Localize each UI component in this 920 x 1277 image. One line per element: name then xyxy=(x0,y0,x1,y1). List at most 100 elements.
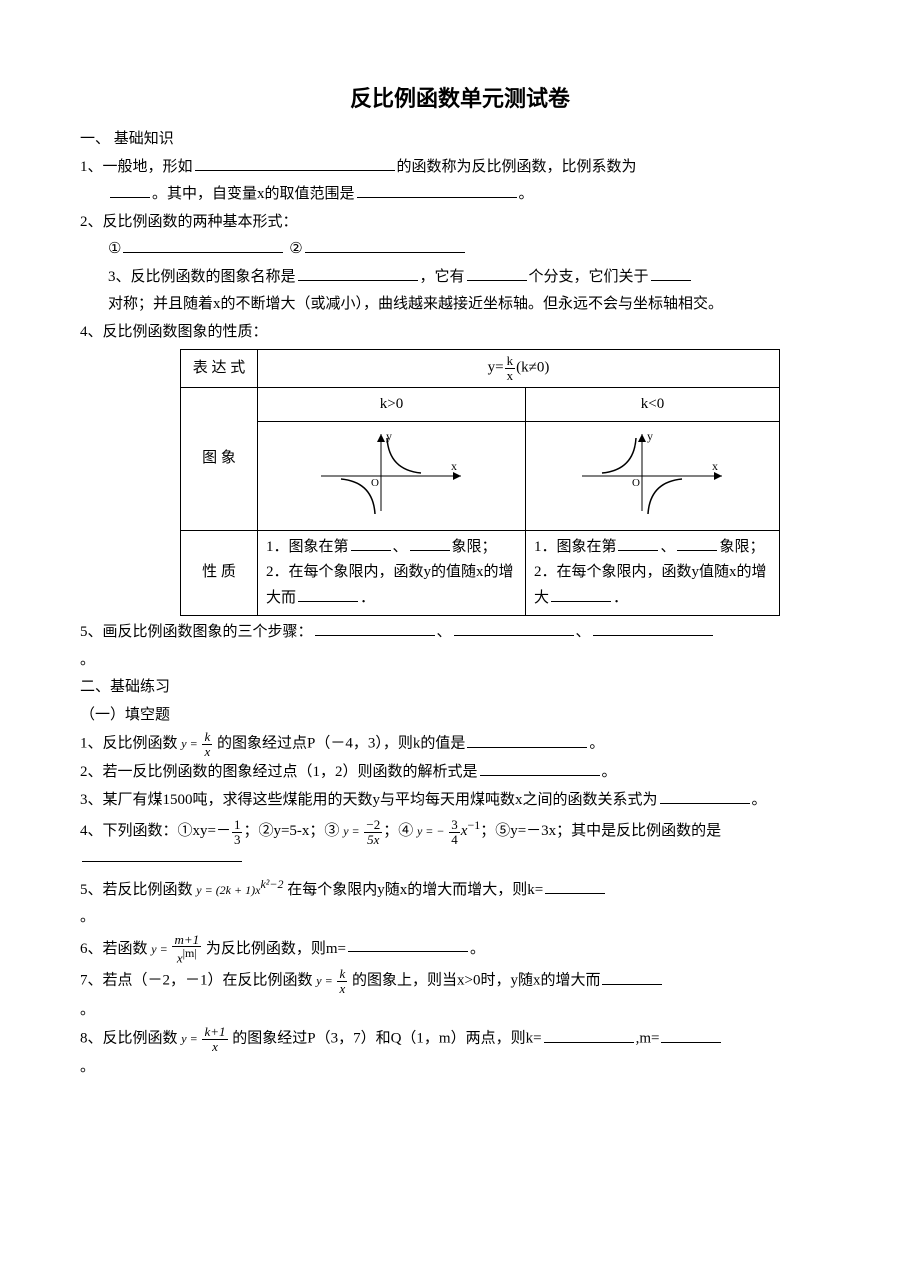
p2e: ． xyxy=(613,590,628,606)
ex8-a: 8、反比例函数 xyxy=(80,1031,181,1047)
ex4-exp1: −1 xyxy=(467,818,480,832)
q5-b: 、 xyxy=(437,624,452,640)
ex5-exp: k²−2 xyxy=(260,877,283,891)
q5-c: 、 xyxy=(576,624,591,640)
blank xyxy=(410,535,450,551)
cell-prop-kpos: 1．图象在第、象限； 2．在每个象限内，函数y的值随x的增大而． xyxy=(258,530,526,616)
ex7: 7、若点（－2，－1）在反比例函数 y = kx 的图象上，则当x>0时，y随x… xyxy=(80,967,840,995)
q2: 2、反比例函数的两种基本形式： xyxy=(80,210,840,236)
q5-end: 。 xyxy=(80,648,840,674)
blank xyxy=(195,155,395,171)
ex6-den: x|m| xyxy=(172,947,201,965)
ex1-a: 1、反比例函数 xyxy=(80,736,181,752)
ex6-num: m+1 xyxy=(172,933,201,948)
q1-cont: 。其中，自变量x的取值范围是。 xyxy=(80,182,840,208)
cell-kneg: k<0 xyxy=(525,387,779,422)
ex5: 5、若反比例函数 y = (2k + 1)xk²−2 在每个象限内y随x的增大而… xyxy=(80,874,840,904)
ex4-a: 4、下列函数：①xy=－ xyxy=(80,823,231,839)
expr-num: k xyxy=(505,354,516,369)
blank xyxy=(480,760,600,776)
p1a: 1．图象在第 xyxy=(266,539,349,555)
cell-prop-kneg: 1．图象在第、象限； 2．在每个象限内，函数y值随x的增大． xyxy=(525,530,779,616)
ex8-b: 的图象经过P（3，7）和Q（1，m）两点，则k= xyxy=(232,1031,541,1047)
ex1-den: x xyxy=(202,745,212,759)
q2-forms: ① ② xyxy=(80,237,840,263)
ex4-f2n: −2 xyxy=(364,818,382,833)
blank xyxy=(305,237,465,253)
q3-a: 3、反比例函数的图象名称是 xyxy=(108,269,296,285)
ex5-y: y = (2k + 1)x xyxy=(196,883,260,897)
ex6-y: y = xyxy=(151,941,167,955)
blank xyxy=(677,535,717,551)
ex5-end: 。 xyxy=(80,905,840,931)
p2c: 象限； xyxy=(719,539,764,555)
p1e: ． xyxy=(360,590,375,606)
cell-prop-label: 性 质 xyxy=(181,530,258,616)
section2-sub: （一）填空题 xyxy=(80,703,840,729)
q3: 3、反比例函数的图象名称是，它有个分支，它们关于 xyxy=(80,265,840,291)
ex8-den: x xyxy=(202,1040,227,1054)
blank xyxy=(661,1027,721,1043)
q3-c: 个分支，它们关于 xyxy=(529,269,649,285)
p1c: 象限； xyxy=(452,539,497,555)
ex2-b: 。 xyxy=(602,764,617,780)
ex4-f3d: 4 xyxy=(449,833,460,847)
ex8-end: 。 xyxy=(80,1055,840,1081)
blank xyxy=(544,1027,634,1043)
cell-expr: y=kx(k≠0) xyxy=(258,350,780,387)
p1b: 、 xyxy=(393,539,408,555)
ex4-f1d: 3 xyxy=(232,833,243,847)
cell-kpos: k>0 xyxy=(258,387,526,422)
x-axis-label: x xyxy=(451,459,457,473)
ex4-d: ；⑤y=－3x；其中是反比例函数的是 xyxy=(480,823,721,839)
doc-title: 反比例函数单元测试卷 xyxy=(80,80,840,117)
blank xyxy=(651,265,691,281)
expr-post: (k≠0) xyxy=(516,360,549,376)
blank xyxy=(298,586,358,602)
cell-expr-label: 表 达 式 xyxy=(181,350,258,387)
origin-label: O xyxy=(632,477,640,489)
blank xyxy=(348,936,468,952)
q5-a: 5、画反比例函数图象的三个步骤： xyxy=(80,624,313,640)
ex7-a: 7、若点（－2，－1）在反比例函数 xyxy=(80,973,316,989)
ex6: 6、若函数 y = m+1x|m| 为反比例函数，则m=。 xyxy=(80,933,840,966)
section2-heading: 二、基础练习 xyxy=(80,675,840,701)
blank xyxy=(545,878,605,894)
ex6-a: 6、若函数 xyxy=(80,940,151,956)
q1-text-a: 1、一般地，形如 xyxy=(80,159,193,175)
ex4-f2d: 5x xyxy=(364,833,382,847)
ex3-a: 3、某厂有煤1500吨，求得这些煤能用的天数y与平均每天用煤吨数x之间的函数关系… xyxy=(80,792,658,808)
blank xyxy=(123,237,283,253)
q1-text-b: 的函数称为反比例函数，比例系数为 xyxy=(397,159,637,175)
expr-den: x xyxy=(505,369,516,383)
blank xyxy=(351,535,391,551)
y-axis-label: y xyxy=(647,429,653,443)
ex4-c: ；④ xyxy=(383,823,417,839)
blank xyxy=(467,265,527,281)
ex1-c: 。 xyxy=(589,736,604,752)
ex1-num: k xyxy=(202,730,212,745)
ex4-f1n: 1 xyxy=(232,818,243,833)
q1-text-c: 。其中，自变量x的取值范围是 xyxy=(152,186,355,202)
ex8-c: ,m= xyxy=(636,1031,660,1047)
ex8: 8、反比例函数 y = k+1x 的图象经过P（3，7）和Q（1，m）两点，则k… xyxy=(80,1025,840,1053)
blank xyxy=(551,586,611,602)
blank xyxy=(315,620,435,636)
ex7-den: x xyxy=(337,982,347,996)
blank xyxy=(298,265,418,281)
property-table: 表 达 式 y=kx(k≠0) 图 象 k>0 k<0 O y x xyxy=(180,349,780,616)
expr-pre: y= xyxy=(488,360,504,376)
q5: 5、画反比例函数图象的三个步骤： 、 、 xyxy=(80,620,840,646)
ex5-b: 在每个象限内y随x的增大而增大，则k= xyxy=(287,882,543,898)
graph-kneg: O y x xyxy=(525,422,779,531)
ex7-end: 。 xyxy=(80,998,840,1024)
ex2-a: 2、若一反比例函数的图象经过点（1，2）则函数的解析式是 xyxy=(80,764,478,780)
blank xyxy=(602,969,662,985)
blank xyxy=(82,846,242,862)
ex4-b: ；②y=5-x；③ xyxy=(243,823,343,839)
ex4-y3: y = xyxy=(343,824,359,838)
ex4-f3n: 3 xyxy=(449,818,460,833)
blank xyxy=(454,620,574,636)
graph-kpos: O y x xyxy=(258,422,526,531)
q3-cont: 对称；并且随着x的不断增大（或减小），曲线越来越接近坐标轴。但永远不会与坐标轴相… xyxy=(80,292,840,318)
